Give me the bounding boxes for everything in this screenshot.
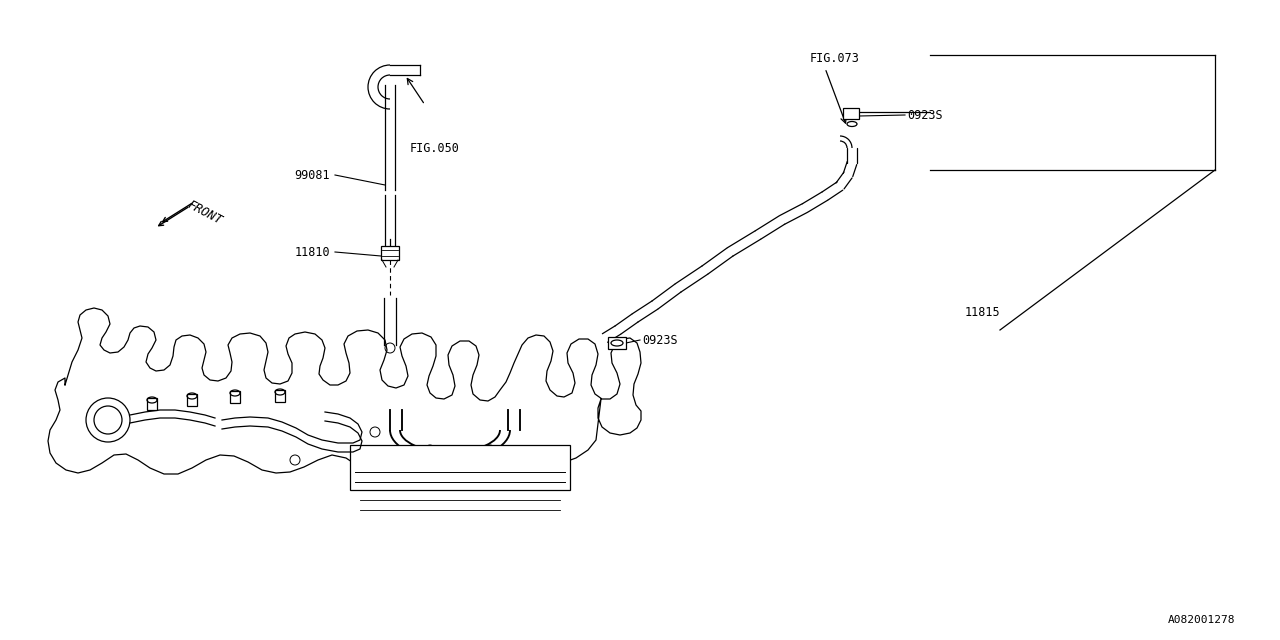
Text: FIG.050: FIG.050	[410, 141, 460, 154]
Bar	[608, 337, 626, 349]
Text: FIG.073: FIG.073	[810, 51, 860, 65]
Bar	[844, 108, 859, 119]
Bar	[381, 246, 399, 260]
Text: 11810: 11810	[294, 246, 330, 259]
Text: A082001278: A082001278	[1167, 615, 1235, 625]
Text: 99081: 99081	[294, 168, 330, 182]
Text: 11815: 11815	[965, 305, 1001, 319]
Text: FRONT: FRONT	[186, 198, 224, 228]
Bar	[230, 391, 241, 403]
Bar	[187, 394, 197, 406]
Bar	[275, 390, 285, 402]
Text: 0923S: 0923S	[643, 333, 677, 346]
Bar	[349, 445, 570, 490]
Text: 0923S: 0923S	[908, 109, 942, 122]
Bar	[147, 398, 157, 410]
